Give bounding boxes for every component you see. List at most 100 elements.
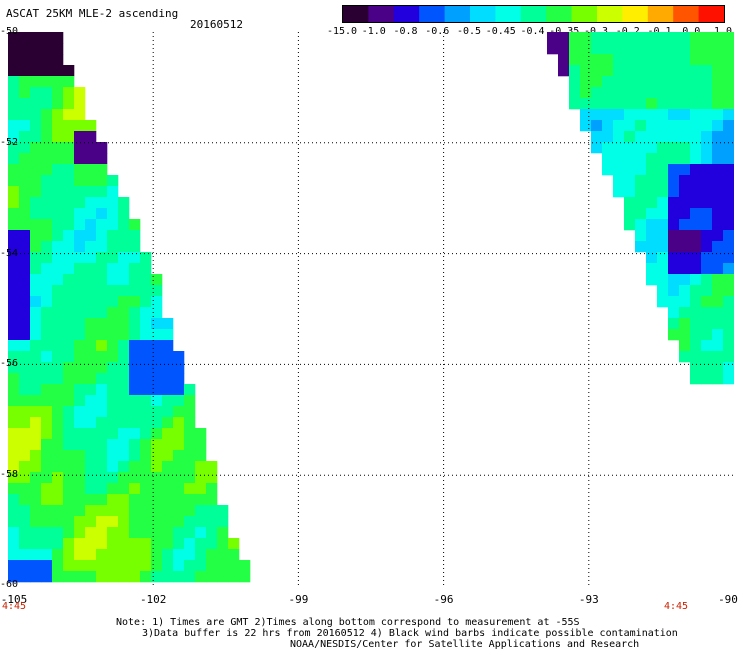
data-cell xyxy=(569,32,581,44)
data-cell xyxy=(107,175,119,187)
data-cell xyxy=(151,406,163,418)
data-cell xyxy=(52,186,64,198)
data-cell xyxy=(206,527,218,539)
data-cell xyxy=(569,54,581,66)
data-cell xyxy=(8,142,20,154)
data-cell xyxy=(602,142,614,154)
data-cell xyxy=(580,43,592,55)
data-cell xyxy=(8,560,20,572)
data-cell xyxy=(668,274,680,286)
data-cell xyxy=(690,65,702,77)
data-cell xyxy=(96,274,108,286)
data-cell xyxy=(195,483,207,495)
data-cell xyxy=(173,472,185,484)
data-cell xyxy=(195,505,207,517)
data-cell xyxy=(646,208,658,220)
data-cell xyxy=(657,153,669,165)
data-cell xyxy=(85,362,97,374)
data-cell xyxy=(591,76,603,88)
data-cell xyxy=(206,483,218,495)
data-cell xyxy=(195,527,207,539)
data-cell xyxy=(701,307,713,319)
data-cell xyxy=(162,571,174,583)
data-cell xyxy=(41,142,53,154)
data-cell xyxy=(624,32,636,44)
data-cell xyxy=(74,483,86,495)
data-cell xyxy=(52,263,64,275)
data-cell xyxy=(8,428,20,440)
data-cell xyxy=(723,318,734,330)
data-cell xyxy=(679,109,691,121)
data-cell xyxy=(19,241,31,253)
data-cell xyxy=(184,571,196,583)
data-cell xyxy=(129,549,141,561)
data-cell xyxy=(217,527,229,539)
data-cell xyxy=(173,560,185,572)
data-cell xyxy=(41,65,53,77)
data-cell xyxy=(8,76,20,88)
data-cell xyxy=(668,186,680,198)
data-cell xyxy=(613,142,625,154)
map-plot[interactable] xyxy=(8,32,734,586)
data-cell xyxy=(690,307,702,319)
data-cell xyxy=(107,571,119,583)
time-label-right: 4:45 xyxy=(664,601,689,612)
data-cell xyxy=(184,483,196,495)
data-cell xyxy=(63,186,75,198)
data-cell xyxy=(668,87,680,99)
data-cell xyxy=(679,120,691,132)
data-cell xyxy=(8,384,20,396)
data-cell xyxy=(217,516,229,528)
data-cell xyxy=(19,208,31,220)
product-title: ASCAT 25KM MLE-2 ascending xyxy=(6,7,179,20)
data-cell xyxy=(140,274,152,286)
data-cell xyxy=(624,197,636,209)
data-cell xyxy=(19,131,31,143)
data-cell xyxy=(8,87,20,99)
data-cell xyxy=(646,186,658,198)
data-cell xyxy=(679,329,691,341)
data-cell xyxy=(624,76,636,88)
data-cell xyxy=(63,450,75,462)
grid-lines xyxy=(8,32,734,586)
data-cell xyxy=(195,549,207,561)
data-cell xyxy=(118,417,130,429)
data-cell xyxy=(151,428,163,440)
data-cell xyxy=(96,549,108,561)
data-cell xyxy=(712,76,724,88)
data-cell xyxy=(635,175,647,187)
data-cell xyxy=(173,439,185,451)
data-cell xyxy=(96,230,108,242)
data-cell xyxy=(8,164,20,176)
data-cell xyxy=(30,43,42,55)
data-cell xyxy=(30,560,42,572)
data-cell xyxy=(52,560,64,572)
data-cell xyxy=(723,65,734,77)
data-cell xyxy=(19,307,31,319)
data-cell xyxy=(63,219,75,231)
data-cell xyxy=(140,307,152,319)
data-cell xyxy=(173,428,185,440)
data-cell xyxy=(184,516,196,528)
data-cell xyxy=(140,494,152,506)
data-cell xyxy=(723,252,734,264)
data-cell xyxy=(184,384,196,396)
data-cell xyxy=(41,428,53,440)
data-cell xyxy=(162,329,174,341)
data-cell xyxy=(8,395,20,407)
data-cell xyxy=(701,362,713,374)
data-cell xyxy=(151,340,163,352)
data-cell xyxy=(712,329,724,341)
data-cell xyxy=(30,329,42,341)
data-cell xyxy=(52,318,64,330)
data-cell xyxy=(723,263,734,275)
data-cell xyxy=(118,549,130,561)
data-cell xyxy=(217,505,229,517)
data-cell xyxy=(8,450,20,462)
data-cell xyxy=(85,538,97,550)
data-cell xyxy=(613,153,625,165)
data-cell xyxy=(74,241,86,253)
data-cell xyxy=(118,483,130,495)
data-cell xyxy=(646,109,658,121)
colorbar-tick-label: -0.45 xyxy=(485,26,516,37)
